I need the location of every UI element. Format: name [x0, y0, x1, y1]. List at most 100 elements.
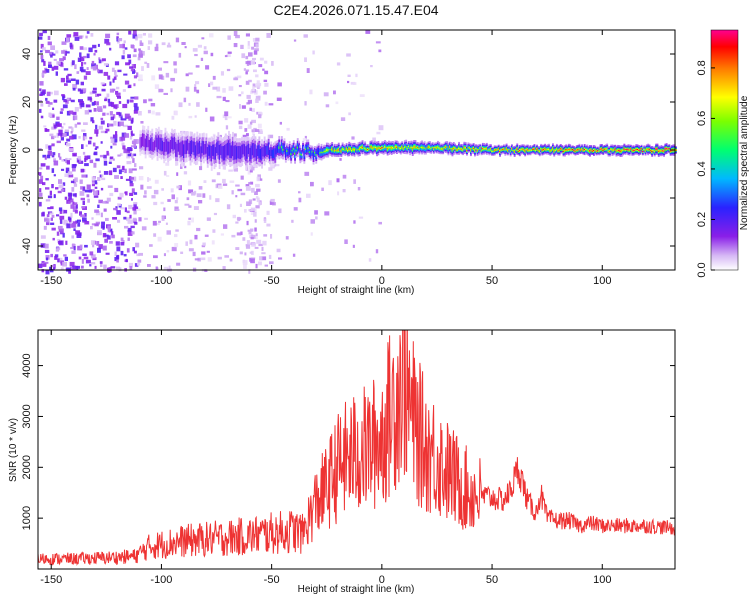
spectrogram-noise-cell [47, 104, 51, 107]
spectrogram-noise-cell [41, 269, 45, 273]
spectrogram-noise-cell [55, 71, 58, 76]
spectrogram-band-cell [644, 150, 647, 152]
spectrogram-band-cell [443, 146, 446, 148]
spectrogram-band-cell [397, 146, 400, 148]
spectrogram-band-cell [440, 148, 443, 150]
spectrogram-noise-cell [100, 130, 105, 134]
spectrogram-band-cell [352, 148, 355, 150]
spectrogram-noise-cell [79, 158, 82, 163]
spectrogram-x-tick-label: -50 [264, 275, 280, 287]
spectrogram-noise-cell [58, 207, 63, 212]
spectrogram-noise-cell [83, 55, 87, 59]
spectrogram-noise-cell [81, 129, 86, 132]
spectrogram-band-cell [415, 147, 418, 149]
spectrogram-noise-cell [117, 203, 121, 206]
spectrogram-x-tick-label: 50 [486, 275, 498, 287]
spectrogram-band-cell [474, 149, 476, 151]
spectrogram-noise-cell [251, 119, 256, 124]
spectrogram-band-cell [504, 149, 507, 151]
spectrogram-noise-cell [252, 83, 256, 88]
spectrogram-band-cell [347, 150, 349, 152]
colorbar: 0.00.20.40.60.8 Normalized spectral ampl… [696, 29, 750, 278]
spectrogram-noise-cell [47, 154, 51, 159]
spectrogram-noise-cell [75, 79, 80, 85]
spectrogram-noise-cell [74, 107, 79, 112]
spectrogram-noise-cell [53, 135, 56, 138]
spectrogram-noise-cell [191, 217, 194, 223]
spectrogram-band-cell [435, 147, 438, 149]
spectrogram-noise-cell [97, 43, 100, 47]
spectrogram-noise-cell [64, 256, 68, 261]
spectrogram-noise-cell [315, 216, 318, 220]
spectrogram-noise-cell [42, 263, 47, 267]
spectrogram-noise-cell [142, 33, 146, 36]
spectrogram-noise-cell [51, 66, 55, 71]
spectrogram-noise-cell [61, 132, 67, 137]
spectrogram-noise-cell [93, 190, 98, 196]
spectrogram-noise-cell [129, 177, 134, 180]
spectrogram-noise-cell [70, 212, 73, 218]
spectrogram-band-cell [468, 147, 471, 149]
snr-frame [37, 329, 676, 570]
spectrogram-noise-cell [266, 33, 271, 38]
spectrogram-noise-cell [87, 155, 91, 160]
spectrogram-noise-cell [56, 61, 61, 65]
spectrogram-noise-cell [81, 144, 84, 149]
spectrogram-noise-cell [174, 206, 179, 211]
spectrogram-noise-cell [247, 99, 252, 104]
spectrogram-noise-cell [183, 97, 187, 103]
spectrogram-noise-cell [139, 166, 144, 170]
spectrogram-noise-cell [60, 209, 65, 214]
spectrogram-band-cell [358, 148, 361, 150]
spectrogram-noise-cell [42, 154, 47, 158]
spectrogram-noise-cell [43, 225, 47, 230]
spectrogram-band-cell [632, 149, 635, 151]
spectrogram-band-cell [575, 149, 578, 151]
spectrogram-noise-cell [72, 221, 77, 225]
spectrogram-noise-cell [132, 30, 137, 35]
spectrogram-band-cell [304, 148, 307, 150]
spectrogram-noise-cell [112, 217, 117, 220]
spectrogram-band-cell [238, 146, 241, 159]
spectrogram-band-cell [259, 149, 262, 160]
spectrogram-noise-cell [119, 44, 123, 49]
spectrogram-noise-cell [187, 180, 192, 186]
spectrogram-band-cell [337, 149, 340, 151]
spectrogram-band-cell [483, 148, 486, 150]
spectrogram-noise-cell [124, 225, 129, 229]
spectrogram-band-cell [282, 148, 285, 151]
spectrogram-noise-cell [104, 38, 110, 44]
spectrogram-noise-cell [131, 198, 133, 201]
spectrogram-noise-cell [217, 256, 222, 260]
spectrogram-band-cell [550, 149, 553, 151]
spectrogram-band-cell [456, 149, 459, 151]
spectrogram-band-cell [339, 150, 341, 152]
spectrogram-noise-cell [95, 221, 101, 225]
spectrogram-noise-cell [43, 261, 49, 264]
spectrogram-noise-cell [244, 209, 247, 213]
spectrogram-noise-cell [144, 190, 147, 195]
spectrogram-noise-cell [57, 123, 62, 127]
spectrogram-noise-cell [254, 129, 260, 132]
spectrogram-noise-cell [98, 199, 103, 204]
spectrogram-band-cell [455, 149, 458, 151]
spectrogram-noise-cell [147, 177, 150, 182]
spectrogram-noise-cell [100, 120, 105, 125]
spectrogram-noise-cell [266, 223, 271, 227]
spectrogram-noise-cell [163, 207, 166, 212]
spectrogram-noise-cell [163, 61, 169, 64]
spectrogram-noise-cell [174, 243, 179, 248]
spectrogram-noise-cell [66, 51, 70, 54]
spectrogram-band-cell [251, 143, 254, 156]
spectrogram-noise-cell [137, 259, 142, 263]
spectrogram-noise-cell [196, 102, 200, 107]
spectrogram-noise-cell [259, 57, 264, 61]
spectrogram-noise-cell [238, 120, 243, 125]
spectrogram-band [139, 125, 677, 171]
spectrogram-band-cell [651, 150, 654, 152]
spectrogram-noise-cell [130, 68, 135, 72]
spectrogram-noise-cell [223, 224, 228, 229]
spectrogram-band-cell [573, 149, 576, 151]
